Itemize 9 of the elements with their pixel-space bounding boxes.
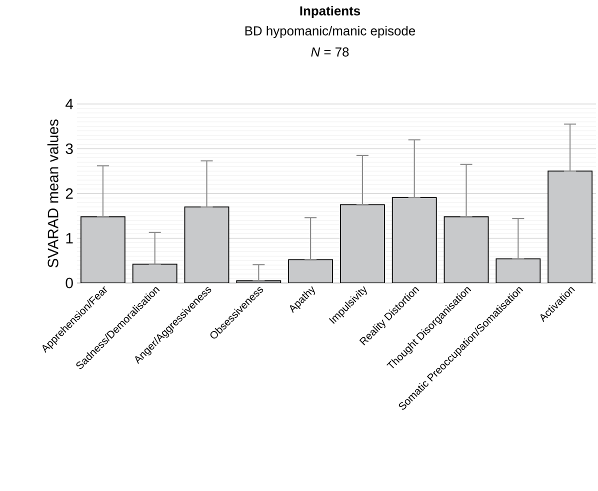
y-tick-label: 1 (66, 233, 73, 244)
y-tick-label: 2 (66, 188, 73, 199)
y-tick-label: 0 (66, 278, 73, 288)
text: N = 78 (311, 47, 349, 57)
chart-subtitle: BD hypomanic/manic episode (245, 26, 416, 38)
y-tick-label: 3 (66, 143, 73, 154)
y-axis-title: SVARAD mean values (47, 119, 58, 268)
chart-title: Inpatients (300, 6, 360, 18)
y-tick-label: 4 (66, 98, 74, 110)
